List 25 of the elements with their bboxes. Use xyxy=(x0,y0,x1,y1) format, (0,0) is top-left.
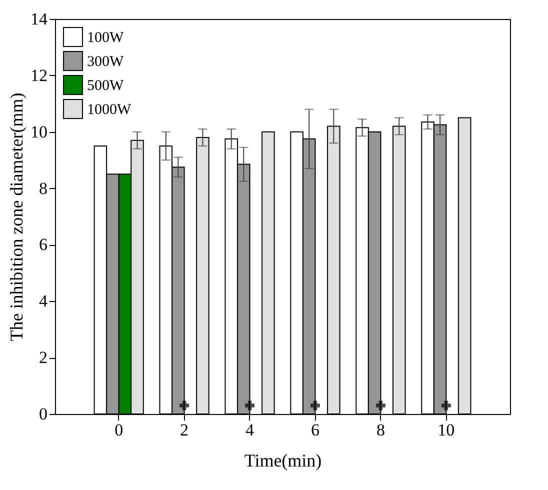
legend-label: 100W xyxy=(87,30,124,46)
x-tick-label: 0 xyxy=(114,420,124,440)
y-tick-label: 12 xyxy=(30,66,48,85)
y-tick-label: 6 xyxy=(39,235,48,254)
y-tick-label: 2 xyxy=(39,348,48,368)
bar xyxy=(392,126,406,414)
legend-label: 300W xyxy=(87,54,124,70)
x-tick-label: 6 xyxy=(310,420,320,440)
y-tick-label: 14 xyxy=(30,10,48,28)
x-axis-title: Time(min) xyxy=(244,450,322,470)
legend-label: 1000W xyxy=(87,102,132,118)
bar xyxy=(458,117,472,414)
bar xyxy=(327,126,340,414)
bar xyxy=(196,137,210,414)
bar xyxy=(262,131,275,414)
y-axis-title: The inhibition zone diameter(mm) xyxy=(6,92,26,342)
x-tick-label: 2 xyxy=(180,420,189,440)
x-tick-label: 8 xyxy=(376,420,385,440)
x-tick-label: 10 xyxy=(438,420,455,440)
y-tick-label: 8 xyxy=(39,178,48,198)
x-tick-label: 4 xyxy=(246,420,255,440)
y-tick-label: 4 xyxy=(39,292,48,311)
legend-label: 500W xyxy=(87,78,124,94)
y-tick-label: 10 xyxy=(30,122,48,142)
y-tick-label: 0 xyxy=(39,404,48,424)
